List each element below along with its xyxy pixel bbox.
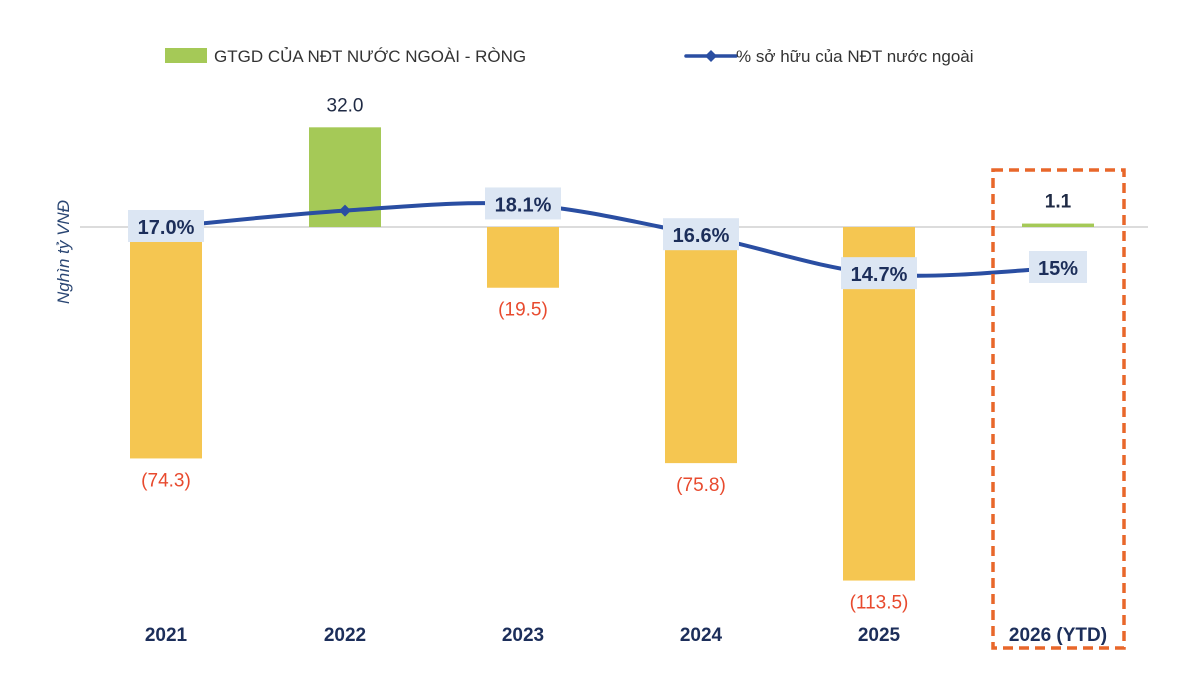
bar-2026-ytd- xyxy=(1022,223,1094,227)
legend-line-marker xyxy=(705,50,717,62)
ownership-label-bg-2 xyxy=(485,187,561,220)
bar-label-5: 1.1 xyxy=(1045,192,1072,213)
bar-2021 xyxy=(130,227,202,459)
ownership-label-0: 17.0% xyxy=(138,217,195,239)
legend-bar-label: GTGD CỦA NĐT NƯỚC NGOÀI - RÒNG xyxy=(214,47,526,66)
bar-2024 xyxy=(665,227,737,464)
bar-data-labels: (74.3) 32.0 (19.5) (75.8) (113.5) 1.1 xyxy=(141,95,1071,613)
ownership-label-bg-5 xyxy=(1029,251,1087,283)
x-tick-label-1: 2022 xyxy=(324,625,366,646)
bar-label-4: (113.5) xyxy=(850,593,909,614)
x-tick-label-3: 2024 xyxy=(680,625,723,646)
ownership-label-bg-3 xyxy=(663,218,739,251)
ownership-label-bg-4 xyxy=(841,257,917,290)
bar-label-1: 32.0 xyxy=(327,95,364,116)
ytd-highlight-box xyxy=(991,168,1126,650)
x-axis-tick-labels: 2021 2022 2023 2024 2025 2026 (YTD) xyxy=(145,625,1107,646)
bar-label-2: (19.5) xyxy=(498,300,548,321)
x-tick-label-5: 2026 (YTD) xyxy=(1009,625,1107,646)
ownership-label-bg-0 xyxy=(128,210,204,242)
ownership-label-5: 15% xyxy=(1038,258,1078,280)
x-tick-label-4: 2025 xyxy=(858,625,901,646)
bar-label-0: (74.3) xyxy=(141,470,191,491)
ownership-label-3: 16.6% xyxy=(673,225,730,247)
ownership-markers xyxy=(339,204,351,217)
legend-bar-swatch xyxy=(165,48,207,63)
bar-series xyxy=(130,127,1094,581)
x-tick-label-0: 2021 xyxy=(145,625,188,646)
y-axis-label: Nghìn tỷ VNĐ xyxy=(54,200,73,304)
ownership-marker-1 xyxy=(339,204,351,217)
ownership-data-labels: 17.0% 18.1% 16.6% 14.7% 15% xyxy=(128,187,1087,290)
ownership-label-4: 14.7% xyxy=(851,264,908,286)
bar-label-3: (75.8) xyxy=(676,475,726,496)
legend: GTGD CỦA NĐT NƯỚC NGOÀI - RÒNG % sở hữu … xyxy=(165,47,974,66)
x-tick-label-2: 2023 xyxy=(502,625,544,646)
ownership-label-2: 18.1% xyxy=(495,194,552,216)
legend-line-label: % sở hữu của NĐT nước ngoài xyxy=(736,47,974,66)
ownership-line xyxy=(164,201,1060,278)
bar-2023 xyxy=(487,227,559,288)
